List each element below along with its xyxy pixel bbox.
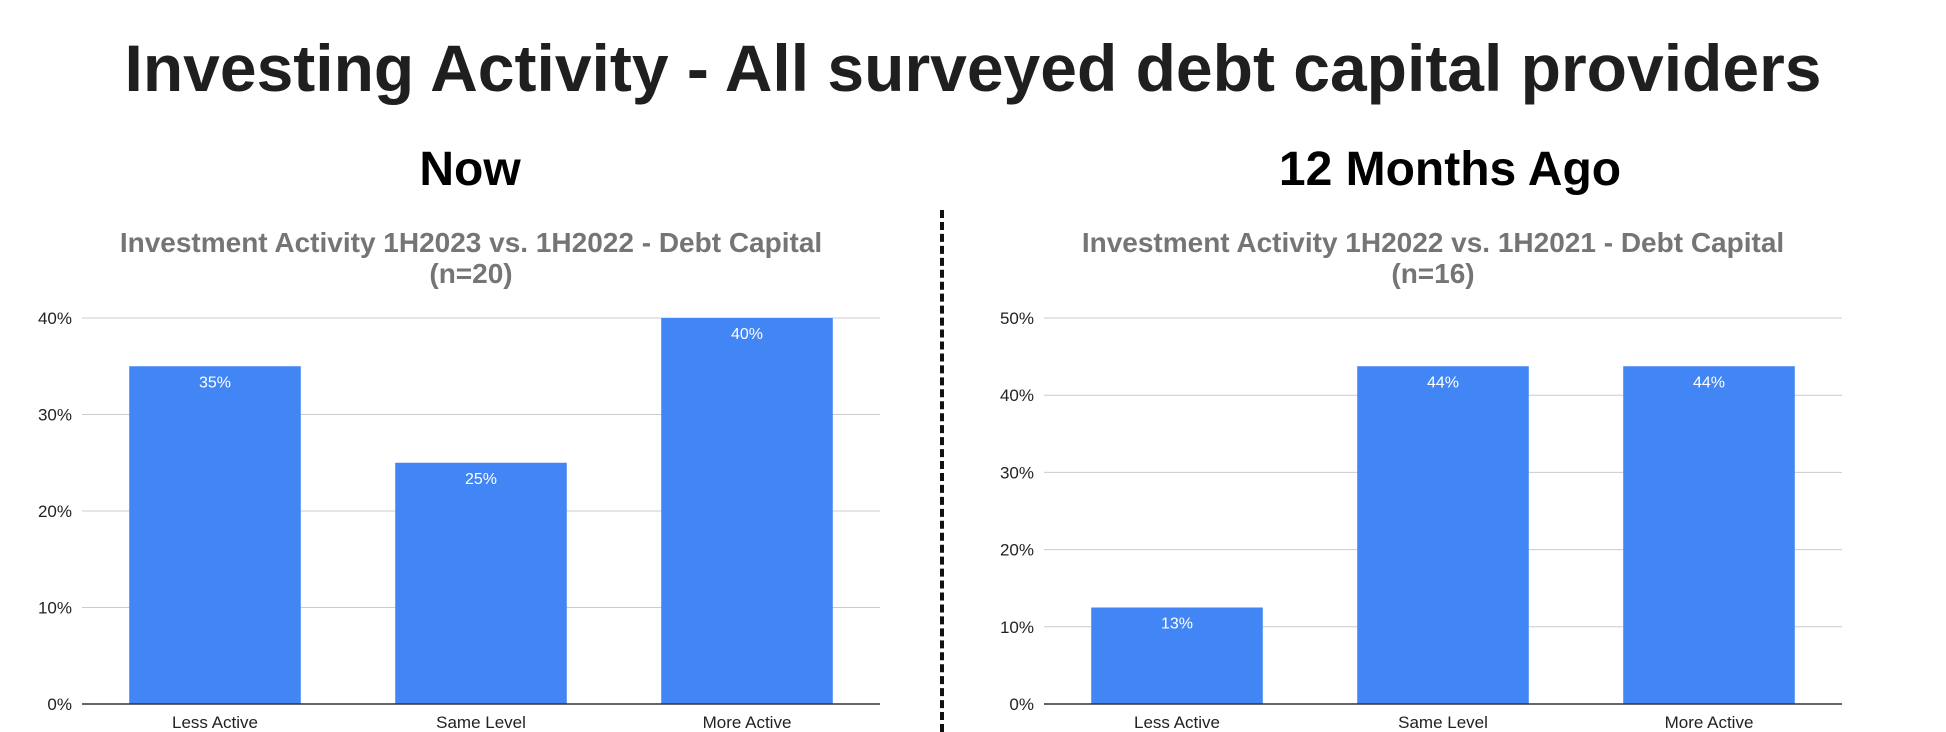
data-label: 13% <box>1161 616 1193 633</box>
chart-title: Investment Activity 1H2022 vs. 1H2021 - … <box>1082 227 1784 258</box>
y-tick-label: 50% <box>1000 309 1034 328</box>
bar <box>1091 607 1263 704</box>
data-label: 44% <box>1427 374 1459 391</box>
y-tick-label: 10% <box>38 599 72 618</box>
y-tick-label: 30% <box>38 406 72 425</box>
bar <box>395 462 567 704</box>
bar <box>1623 366 1795 704</box>
chart-subtitle: (n=20) <box>429 258 512 289</box>
bar <box>129 366 301 704</box>
y-tick-label: 40% <box>1000 386 1034 405</box>
bar-chart-now: Investment Activity 1H2023 vs. 1H2022 - … <box>38 227 880 732</box>
category-label: Same Level <box>1398 713 1488 732</box>
panel-divider <box>940 210 944 732</box>
category-label: Same Level <box>436 713 526 732</box>
y-tick-label: 0% <box>47 695 72 714</box>
category-label: Less Active <box>172 713 258 732</box>
y-tick-label: 20% <box>38 502 72 521</box>
bar-chart-12-months-ago: Investment Activity 1H2022 vs. 1H2021 - … <box>1000 227 1842 732</box>
chart-subtitle: (n=16) <box>1391 258 1474 289</box>
y-tick-label: 0% <box>1009 695 1034 714</box>
category-label: More Active <box>703 713 792 732</box>
data-label: 44% <box>1693 374 1725 391</box>
bar <box>661 318 833 704</box>
category-label: Less Active <box>1134 713 1220 732</box>
chart-title: Investment Activity 1H2023 vs. 1H2022 - … <box>120 227 822 258</box>
data-label: 40% <box>731 326 763 343</box>
y-tick-label: 10% <box>1000 618 1034 637</box>
y-tick-label: 30% <box>1000 463 1034 482</box>
category-label: More Active <box>1665 713 1754 732</box>
page-title: Investing Activity - All surveyed debt c… <box>124 31 1822 105</box>
y-tick-label: 20% <box>1000 541 1034 560</box>
y-tick-label: 40% <box>38 309 72 328</box>
data-label: 35% <box>199 374 231 391</box>
bar <box>1357 366 1529 704</box>
panel-heading-now: Now <box>419 143 521 196</box>
data-label: 25% <box>465 471 497 488</box>
panel-heading-12-months-ago: 12 Months Ago <box>1278 143 1622 196</box>
